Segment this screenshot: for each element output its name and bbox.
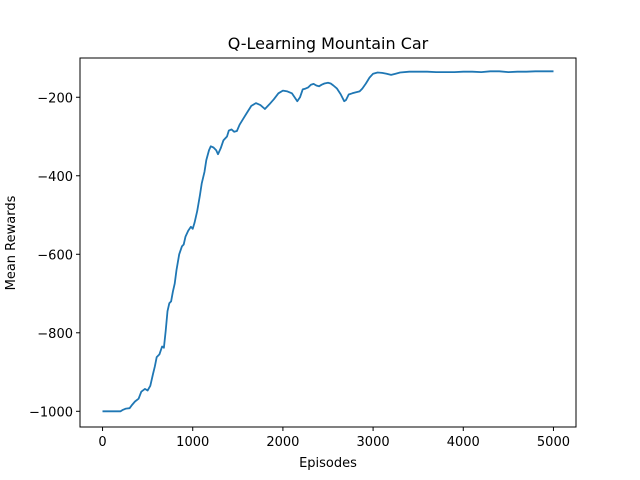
y-axis-label: Mean Rewards: [4, 195, 19, 290]
plot-area: [79, 57, 577, 428]
x-axis-label: Episodes: [299, 456, 357, 471]
x-tick-label: 1000: [176, 435, 209, 450]
chart-title: Q-Learning Mountain Car: [228, 34, 429, 53]
x-axis-ticks: 0 1000 2000 3000 4000 5000: [98, 427, 570, 450]
y-axis-ticks: −1000 −800 −600 −400 −200: [29, 91, 80, 420]
x-tick-label: 2000: [266, 435, 299, 450]
y-tick-label: −800: [37, 327, 73, 342]
plot-frame: [79, 57, 577, 428]
y-tick-label: −1000: [29, 405, 73, 420]
x-tick-label: 4000: [447, 435, 480, 450]
x-tick-label: 0: [98, 435, 106, 450]
series-line: [102, 70, 554, 413]
x-tick-label: 5000: [537, 435, 570, 450]
y-tick-label: −600: [37, 248, 73, 263]
y-tick-label: −400: [37, 170, 73, 185]
y-tick-label: −200: [37, 91, 73, 106]
x-tick-label: 3000: [357, 435, 390, 450]
